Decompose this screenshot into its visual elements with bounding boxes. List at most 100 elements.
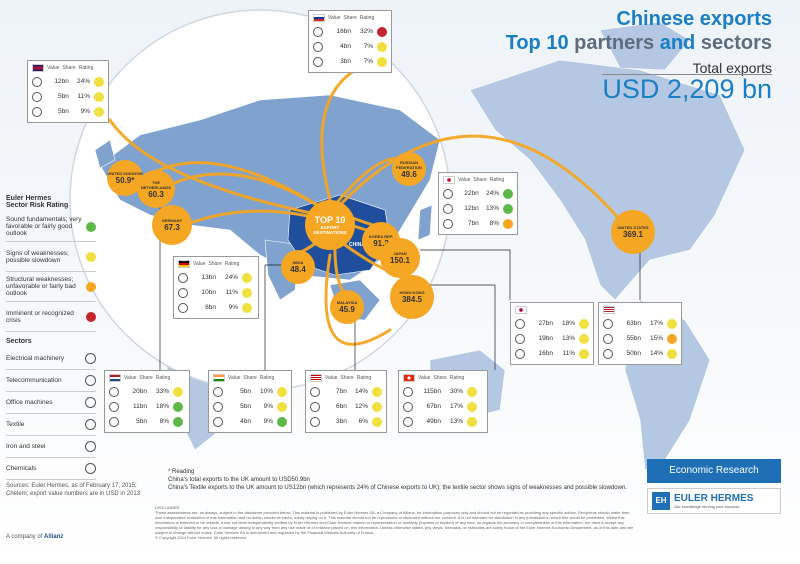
table-row: 4bn 9% bbox=[213, 414, 287, 429]
col-rating: Rating bbox=[155, 375, 171, 381]
textile-icon bbox=[603, 348, 613, 359]
electrical-machinery-icon bbox=[443, 203, 453, 214]
malaysia-flag-icon bbox=[310, 374, 322, 382]
telecommunication-icon bbox=[213, 386, 223, 397]
rating-dot bbox=[94, 106, 104, 117]
connector-japan bbox=[420, 249, 511, 300]
bubble-value: 91.2 bbox=[373, 239, 389, 248]
col-value: Value bbox=[458, 177, 471, 183]
japan-flag-icon bbox=[515, 306, 527, 314]
rating-dot bbox=[372, 386, 382, 397]
bubble-name: HONG KONG bbox=[399, 290, 425, 295]
share: 14% bbox=[354, 388, 368, 395]
rating-dot bbox=[503, 218, 513, 229]
disclaimer-text: These assessments are, as always, subjec… bbox=[155, 510, 634, 535]
top10-hub: TOP 10 EXPORT DESTINATIONS bbox=[305, 200, 355, 250]
share: 9% bbox=[263, 418, 273, 425]
disclaimer-title: DISCLAIMER bbox=[155, 505, 180, 510]
office-machines-icon bbox=[403, 416, 413, 427]
rating-dot bbox=[579, 348, 589, 359]
subtitle-top10: Top 10 bbox=[505, 32, 569, 54]
legend: Euler Hermes Sector Risk Rating Sound fun… bbox=[6, 195, 96, 480]
value: 67bn bbox=[426, 403, 441, 410]
telecommunication-icon bbox=[109, 401, 119, 412]
usa-flag-icon bbox=[603, 306, 615, 314]
legend-sector-item: Electrical machinery bbox=[6, 348, 96, 370]
value: 3bn bbox=[336, 418, 347, 425]
table-row: 6bn 12% bbox=[310, 399, 382, 414]
box-japan: 27bn 18% 19bn 13% 16bn 11% bbox=[510, 302, 594, 365]
reading-note: * Reading China's total exports to the U… bbox=[168, 468, 648, 492]
col-rating: Rating bbox=[449, 375, 465, 381]
bubble-hongkong: HONG KONG 384.5 bbox=[390, 275, 434, 319]
telecommunication-icon bbox=[85, 375, 96, 386]
value: 5bn bbox=[136, 418, 147, 425]
bubble-name: INDIA bbox=[292, 260, 304, 265]
legend-risk-item: Signs of weaknesses; possible slowdown bbox=[6, 242, 96, 272]
col-rating: Rating bbox=[489, 177, 505, 183]
bubble-usa: UNITED STATES 369.1 bbox=[611, 210, 655, 254]
rating-dot bbox=[467, 401, 477, 412]
table-row: 3bn 6% bbox=[310, 414, 382, 429]
arrow-to-netherlands bbox=[158, 172, 327, 212]
office-machines-icon bbox=[178, 272, 188, 283]
value: 16bn bbox=[336, 28, 351, 35]
disclaimer: DISCLAIMER These assessments are, as alw… bbox=[155, 505, 635, 540]
subtitle-partners: partners bbox=[568, 32, 660, 54]
china-label: CHINA bbox=[349, 242, 365, 248]
col-share: Share bbox=[62, 65, 76, 71]
share: 7% bbox=[363, 58, 373, 65]
value: 5bn bbox=[58, 93, 69, 100]
share: 13% bbox=[561, 335, 575, 342]
share: 9% bbox=[228, 304, 238, 311]
textile-icon bbox=[32, 76, 42, 87]
bubble-japan: JAPAN 150.1 bbox=[380, 238, 420, 278]
telecommunication-icon bbox=[515, 333, 525, 344]
col-value: Value bbox=[124, 375, 137, 381]
allianz-note: A company of Allianz bbox=[6, 534, 64, 540]
share: 14% bbox=[649, 350, 663, 357]
telecommunication-icon bbox=[310, 401, 320, 412]
table-row: 5bn 9% bbox=[213, 399, 287, 414]
table-row: 63bn 17% bbox=[603, 316, 677, 331]
allianz-logo: Allianz bbox=[44, 534, 64, 540]
copyright: © Copyright 2014 Euler Hermes. All right… bbox=[155, 535, 247, 540]
rating-dot bbox=[467, 416, 477, 427]
arrow-loop-west bbox=[108, 118, 322, 217]
india-flag-icon bbox=[213, 374, 225, 382]
connector-india bbox=[264, 264, 285, 370]
korea-flag-icon bbox=[443, 176, 455, 184]
box-malaysia: Value Share Rating 7bn 14% 6bn 12% 3bn 6% bbox=[305, 370, 387, 433]
table-row: 5bn 11% bbox=[32, 89, 104, 104]
share: 18% bbox=[561, 320, 575, 327]
table-row: 16bn 32% bbox=[313, 24, 387, 39]
share: 9% bbox=[80, 108, 90, 115]
rating-dot bbox=[372, 416, 382, 427]
value: 5bn bbox=[240, 403, 251, 410]
bubble-malaysia: MALAYSIA 45.9 bbox=[330, 290, 364, 324]
electrical-machinery-icon bbox=[178, 287, 188, 298]
table-row: 4bn 7% bbox=[313, 39, 387, 54]
share: 24% bbox=[224, 274, 238, 281]
brand-name: EULER HERMES bbox=[674, 493, 754, 504]
bubble-value: 369.1 bbox=[622, 230, 644, 239]
share: 9% bbox=[263, 403, 273, 410]
share: 8% bbox=[489, 220, 499, 227]
col-rating: Rating bbox=[359, 15, 375, 21]
col-share: Share bbox=[473, 177, 487, 183]
col-rating: Rating bbox=[259, 375, 275, 381]
box-germany: Value Share Rating 13bn 24% 10bn 11% 8bn 9% bbox=[173, 256, 259, 319]
bubble-value: 60.3 bbox=[148, 189, 164, 199]
share: 32% bbox=[359, 28, 373, 35]
subtitle-and: and bbox=[659, 32, 696, 54]
table-row: 13bn 24% bbox=[178, 270, 254, 285]
total-exports-label: Total exports bbox=[692, 60, 772, 76]
hongkong-flag-icon bbox=[403, 374, 415, 382]
value: 49bn bbox=[426, 418, 441, 425]
value: 10bn bbox=[201, 289, 216, 296]
table-row: 50bn 14% bbox=[603, 346, 677, 361]
value: 22bn bbox=[464, 190, 479, 197]
legend-sectors-title: Sectors bbox=[6, 338, 32, 345]
share: 6% bbox=[358, 418, 368, 425]
